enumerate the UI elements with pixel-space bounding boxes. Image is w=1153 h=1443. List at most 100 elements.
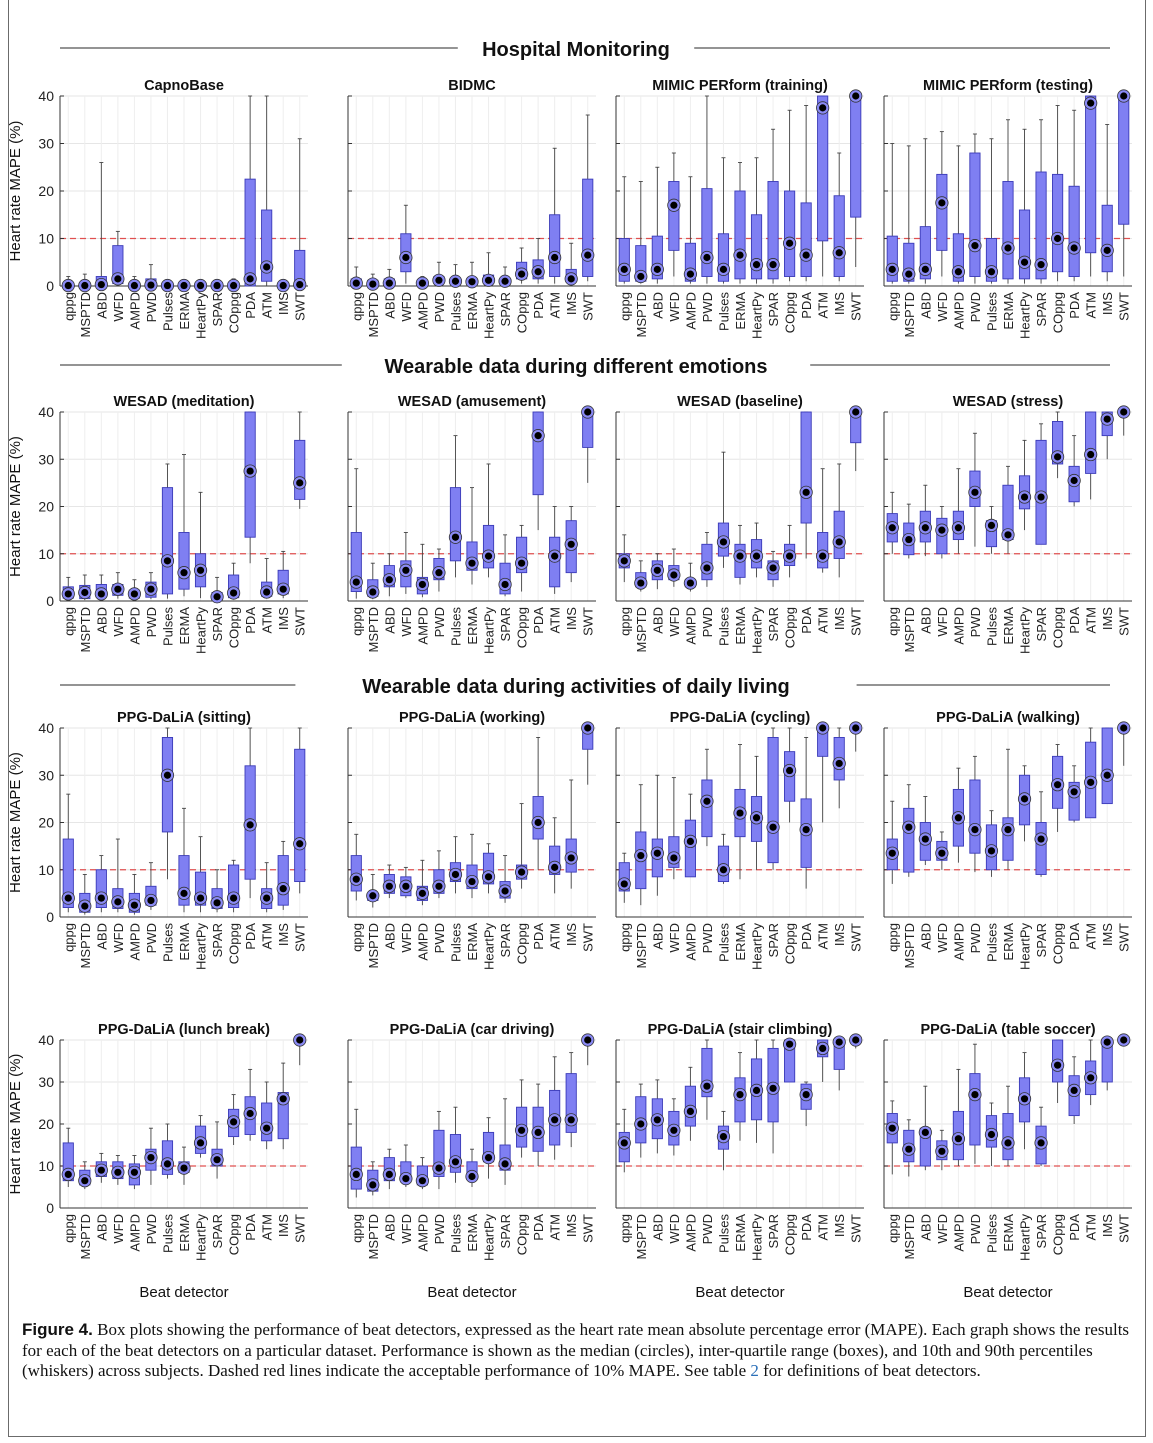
x-tick-label: SPAR (1034, 923, 1049, 957)
iqr-box (1068, 185, 1080, 277)
median-marker (418, 279, 426, 287)
x-tick-label: Pulses (448, 292, 463, 332)
x-tick-label: MSPTD (78, 292, 93, 338)
iqr-box (750, 214, 763, 280)
median-marker (620, 557, 628, 565)
median-marker (584, 251, 592, 259)
median-marker (987, 268, 996, 276)
iqr-box (800, 202, 812, 277)
x-tick-label: IMS (832, 292, 847, 315)
median-marker (1120, 92, 1128, 100)
x-tick-label: MSPTD (902, 1214, 917, 1260)
x-tick-label: COppg (1051, 923, 1066, 964)
x-tick-label: ABD (918, 607, 933, 634)
median-marker (752, 1086, 761, 1094)
iqr-box (433, 1129, 445, 1177)
median-marker (385, 882, 393, 890)
x-tick-label: SWT (293, 607, 308, 636)
x-tick-label: AMPD (683, 923, 698, 961)
x-tick-label: PWD (700, 292, 715, 322)
median-marker (786, 1040, 794, 1048)
x-tick-label: COppg (783, 923, 798, 964)
median-marker (1037, 261, 1045, 269)
median-marker (468, 559, 476, 567)
median-marker (1070, 788, 1078, 796)
median-marker (954, 524, 963, 532)
x-tick-label: AMPD (683, 1214, 698, 1252)
median-marker (451, 533, 460, 541)
chart-panel: PPG-DaLiA (lunch break) 0 10 20 30 40 Heart ra… (7, 1022, 308, 1301)
median-marker (518, 1126, 526, 1134)
median-marker (534, 818, 542, 827)
y-tick-label: 0 (46, 278, 54, 294)
median-marker (402, 253, 410, 262)
x-tick-label: ATM (260, 1214, 275, 1240)
median-marker (130, 281, 138, 290)
panel-title: WESAD (baseline) (677, 394, 803, 410)
table-reference-link[interactable]: 2 (750, 1361, 759, 1380)
iqr-box (936, 173, 948, 251)
iqr-box (350, 532, 362, 592)
y-tick-label: 40 (38, 88, 54, 104)
iqr-box (684, 819, 696, 878)
median-marker (736, 1091, 744, 1099)
median-marker (468, 278, 476, 286)
x-tick-label: IMS (832, 1214, 847, 1237)
x-tick-label: ABD (918, 292, 933, 319)
median-marker (835, 538, 843, 546)
median-marker (802, 488, 810, 496)
x-tick-label: SPAR (766, 1214, 781, 1248)
median-marker (703, 797, 711, 805)
x-tick-label: ERMA (465, 1214, 480, 1252)
median-marker (888, 524, 896, 532)
iqr-box (684, 242, 696, 282)
x-tick-label: MSPTD (78, 923, 93, 969)
iqr-box (1035, 171, 1047, 280)
y-tick-label: 40 (38, 404, 54, 420)
median-marker (64, 894, 72, 902)
x-tick-label: AMPD (127, 292, 142, 330)
x-tick-label: PDA (799, 292, 814, 319)
x-tick-label: PWD (432, 923, 447, 953)
median-marker (905, 535, 913, 544)
section-title: Hospital Monitoring (482, 39, 670, 61)
median-marker (905, 823, 913, 831)
x-tick-label: SPAR (498, 607, 513, 641)
median-marker (921, 265, 929, 273)
x-tick-label: qppg (349, 923, 364, 952)
median-marker (1120, 724, 1128, 732)
x-tick-label: WFD (111, 292, 126, 322)
x-tick-label: AMPD (951, 607, 966, 645)
x-tick-label: HeartPy (194, 1214, 209, 1261)
chart-panel: PPG-DaLiA (car driving) qppg MSPTD ABD WFD AM… (347, 1022, 596, 1301)
median-marker (670, 201, 678, 209)
x-tick-label: IMS (276, 1214, 291, 1237)
caption-label: Figure 4. (22, 1320, 93, 1339)
y-tick-label: 40 (38, 720, 54, 736)
x-tick-label: PDA (531, 923, 546, 950)
x-axis-label: Beat detector (139, 1284, 228, 1301)
iqr-box (919, 226, 931, 280)
median-marker (1087, 450, 1095, 459)
iqr-box (95, 869, 107, 908)
median-marker (786, 239, 794, 247)
median-marker (971, 488, 979, 496)
x-tick-label: ERMA (1001, 292, 1016, 330)
median-marker (987, 521, 996, 530)
x-tick-label: AMPD (415, 923, 430, 961)
x-tick-label: WFD (399, 607, 414, 637)
median-marker (1070, 476, 1078, 485)
x-tick-label: ABD (382, 292, 397, 319)
median-marker (835, 759, 843, 768)
median-marker (736, 251, 744, 259)
x-tick-label: AMPD (415, 1214, 430, 1252)
x-tick-label: AMPD (951, 292, 966, 330)
iqr-box (969, 152, 981, 277)
median-marker (620, 265, 628, 273)
median-marker (1004, 1139, 1012, 1147)
median-marker (501, 277, 509, 285)
x-tick-label: MSPTD (366, 1214, 381, 1260)
iqr-box (532, 411, 544, 496)
x-tick-label: PDA (1067, 1214, 1082, 1241)
median-marker (296, 479, 304, 487)
